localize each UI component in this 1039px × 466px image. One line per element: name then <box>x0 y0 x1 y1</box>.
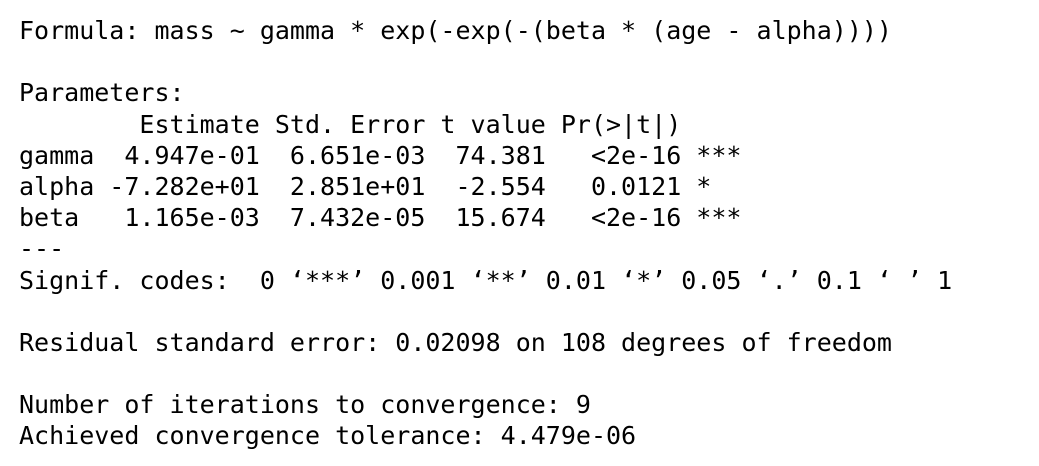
signif-codes-line: Signif. codes: 0 ‘***’ 0.001 ‘**’ 0.01 ‘… <box>19 265 953 295</box>
tolerance-line: Achieved convergence tolerance: 4.479e-0… <box>19 421 637 451</box>
separator-line: --- <box>19 234 65 264</box>
table-row-gamma: gamma 4.947e-01 6.651e-03 74.381 <2e-16 … <box>19 140 742 170</box>
parameters-heading: Parameters: <box>19 78 185 108</box>
table-row-alpha: alpha -7.282e+01 2.851e+01 -2.554 0.0121… <box>19 171 742 201</box>
formula-line: Formula: mass ~ gamma * exp(-exp(-(beta … <box>19 16 892 45</box>
residual-se-line: Residual standard error: 0.02098 on 108 … <box>19 327 892 357</box>
blank-line <box>19 296 1039 327</box>
blank-line <box>19 46 1039 77</box>
iterations-line: Number of iterations to convergence: 9 <box>19 390 591 420</box>
blank-line <box>19 358 1039 389</box>
table-row-beta: beta 1.165e-03 7.432e-05 15.674 <2e-16 *… <box>19 203 742 233</box>
table-header: Estimate Std. Error t value Pr(>|t|) <box>19 109 742 139</box>
